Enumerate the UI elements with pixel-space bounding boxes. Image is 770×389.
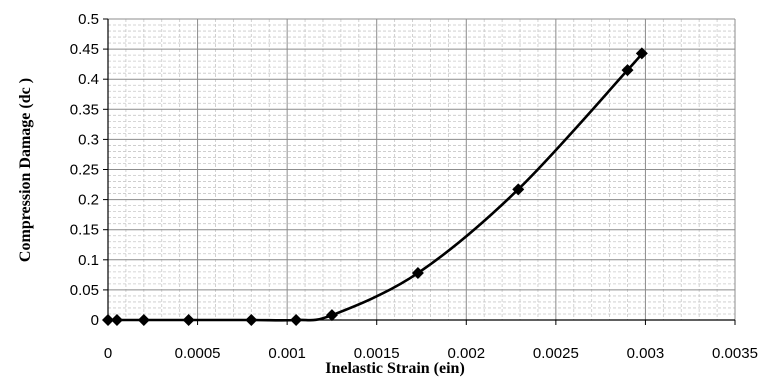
x-tick-label: 0.0025 xyxy=(533,345,579,362)
y-tick-label: 0.1 xyxy=(78,252,99,269)
y-axis-title: Compression Damage (dc ) xyxy=(17,78,34,262)
data-point-diamond xyxy=(182,314,195,326)
data-point-diamond xyxy=(411,267,424,280)
y-tick-label: 0.25 xyxy=(70,162,99,179)
y-tick-label: 0.35 xyxy=(70,101,99,118)
labels-layer: 0 0.0005 0.001 0.0015 0.002 0.0025 0.003 0.0035… xyxy=(70,11,758,362)
x-tick-label: 0.003 xyxy=(627,345,665,362)
data-point-diamond xyxy=(245,314,258,326)
x-tick-label: 0.0015 xyxy=(354,345,400,362)
series-line xyxy=(107,52,643,322)
y-tick-label: 0 xyxy=(91,312,99,329)
y-tick-label: 0.4 xyxy=(78,71,99,88)
x-tick-label: 0.002 xyxy=(448,345,486,362)
data-point-diamond xyxy=(635,47,648,60)
y-tick-label: 0.5 xyxy=(78,11,99,28)
series-layer xyxy=(102,47,648,326)
data-point-diamond xyxy=(621,64,634,77)
data-point-diamond xyxy=(290,314,303,326)
data-point-diamond xyxy=(137,314,150,326)
x-tick-label: 0.0035 xyxy=(712,345,758,362)
data-point-diamond xyxy=(102,314,114,326)
data-point-diamond xyxy=(110,314,123,326)
y-tick-label: 0.45 xyxy=(70,41,99,58)
y-tick-label: 0.2 xyxy=(78,192,99,209)
data-point-diamond xyxy=(512,183,525,196)
x-tick-label: 0.0005 xyxy=(175,345,221,362)
x-axis-title: Inelastic Strain (ein) xyxy=(325,360,465,377)
y-tick-label: 0.15 xyxy=(70,222,99,239)
x-tick-label: 0 xyxy=(104,345,112,362)
y-tick-label: 0.3 xyxy=(78,131,99,148)
y-tick-label: 0.05 xyxy=(70,282,99,299)
x-tick-label: 0.001 xyxy=(268,345,306,362)
data-point-diamond xyxy=(325,309,338,322)
